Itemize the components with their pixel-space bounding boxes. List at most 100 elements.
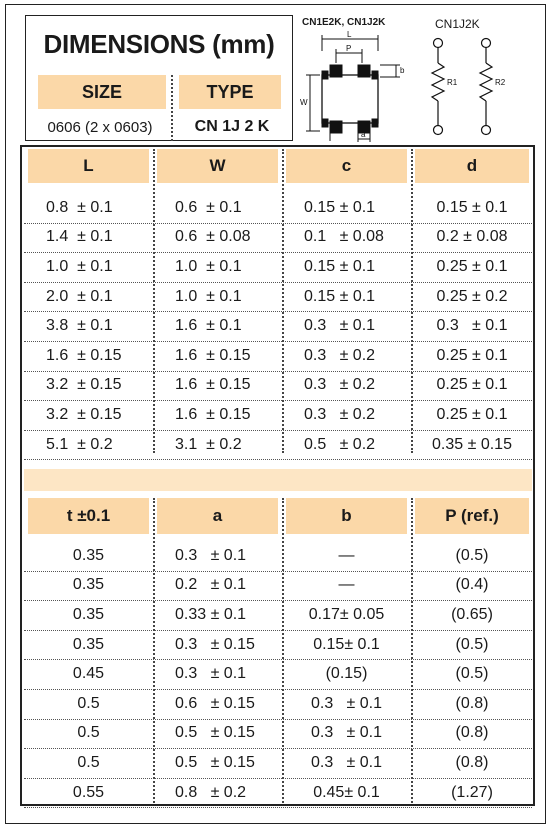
table-cell: (0.8) [455, 694, 489, 712]
size-header: SIZE [38, 75, 166, 109]
row-separator [24, 629, 532, 631]
table-row: 0.35 0.3 ± 0.15 0.15± 0.1 (0.5) [24, 630, 532, 660]
table-cell: 0.3 ± 0.1 [310, 724, 383, 742]
table-cell: (0.15) [325, 665, 368, 683]
table-cell: 0.5 ± 0.2 [304, 435, 376, 453]
table-row: 0.35 0.3 ± 0.1 — (0.5) [24, 541, 532, 571]
table-row: 5.1 ± 0.2 3.1 ± 0.2 0.5 ± 0.2 0.35 ± 0.15 [24, 430, 532, 460]
row-separator [24, 570, 532, 572]
table1-header-d: d [415, 149, 529, 183]
table-row: 0.5 0.6 ± 0.15 0.3 ± 0.1 (0.8) [24, 689, 532, 719]
table-cell: (0.8) [455, 724, 489, 742]
table2-header-a: a [157, 498, 278, 534]
table-cell: (0.8) [455, 753, 489, 771]
table-cell: 1.6 ± 0.15 [175, 405, 251, 423]
table-cell: 0.17± 0.05 [308, 605, 385, 623]
table-cell: 0.8 ± 0.2 [175, 783, 247, 801]
table-cell: 0.3 ± 0.1 [436, 317, 508, 335]
table-cell: 0.5 [77, 753, 100, 771]
table-cell: 0.8 ± 0.1 [46, 198, 113, 216]
resistor-schematic: R1 R2 [430, 37, 506, 136]
row-separator [24, 600, 532, 602]
table-cell: 0.35 [72, 605, 105, 623]
package-label: CN1E2K, CN1J2K [302, 17, 386, 28]
dimensions-table-1: L W c d 0.8 ± 0.1 0.6 ± 0.1 0.15 ± 0.1 0.15… [24, 149, 532, 461]
row-separator [24, 659, 532, 661]
table-cell: 0.6 ± 0.15 [175, 694, 255, 712]
table-cell: — [338, 576, 355, 594]
table-row: 0.5 0.5 ± 0.15 0.3 ± 0.1 (0.8) [24, 748, 532, 778]
table-cell: 1.6 ± 0.15 [175, 346, 251, 364]
table-cell: 0.25 ± 0.2 [436, 287, 508, 305]
table-cell: 0.33 ± 0.1 [175, 605, 247, 623]
table-cell: (0.5) [455, 635, 489, 653]
table1-header-row: L W c d [24, 149, 532, 183]
row-separator [24, 311, 532, 313]
table-cell: 1.0 ± 0.1 [175, 287, 242, 305]
table-cell: 0.5 ± 0.15 [175, 724, 255, 742]
table-cell: 3.8 ± 0.1 [46, 317, 113, 335]
table-cell: (0.4) [455, 576, 489, 594]
table-frame-right [533, 145, 535, 805]
table2-col-divider-2 [282, 498, 284, 803]
table-cell: 0.35 [72, 635, 105, 653]
table-row: 1.4 ± 0.1 0.6 ± 0.08 0.1 ± 0.08 0.2 ± 0.08 [24, 223, 532, 253]
table-cell: 0.5 [77, 694, 100, 712]
table-cell: 0.6 ± 0.1 [175, 198, 242, 216]
table-cell: 0.15 ± 0.1 [304, 257, 376, 275]
r2-label: R2 [495, 78, 506, 87]
table-frame-left [20, 145, 22, 805]
table-cell: 0.25 ± 0.1 [436, 346, 508, 364]
table-cell: 3.1 ± 0.2 [175, 435, 242, 453]
datasheet-panel: DIMENSIONS (mm) SIZE TYPE 0606 (2 x 0603… [5, 4, 546, 824]
table-cell: 0.3 ± 0.2 [304, 346, 376, 364]
dim-L-label: L [347, 31, 352, 39]
package-outline-diagram: L P W b a [300, 31, 405, 142]
table2-header-t: t ±0.1 [28, 498, 149, 534]
table-cell: 0.35 [72, 546, 105, 564]
table-cell: 1.4 ± 0.1 [46, 228, 113, 246]
row-separator [24, 341, 532, 342]
row-separator [24, 748, 532, 750]
table-cell: 1.0 ± 0.1 [175, 257, 242, 275]
table-cell: 3.2 ± 0.15 [46, 376, 122, 394]
dim-a-label: a [361, 130, 366, 139]
row-separator [24, 370, 532, 372]
table1-header-W: W [157, 149, 278, 183]
row-separator [24, 429, 532, 431]
table-cell: 0.45± 0.1 [313, 783, 380, 801]
table-row: 0.8 ± 0.1 0.6 ± 0.1 0.15 ± 0.1 0.15 ± 0.1 [24, 193, 532, 223]
table-row: 1.0 ± 0.1 1.0 ± 0.1 0.15 ± 0.1 0.25 ± 0.1 [24, 252, 532, 282]
table-cell: 5.1 ± 0.2 [46, 435, 113, 453]
row-separator [24, 281, 532, 283]
header-rule [20, 145, 534, 147]
schematic-label: CN1J2K [435, 17, 480, 31]
section-separator-band [24, 469, 532, 491]
table-cell: 0.25 ± 0.1 [436, 405, 508, 423]
table-cell: 0.3 ± 0.1 [310, 753, 383, 771]
table-cell: 0.3 ± 0.1 [310, 694, 383, 712]
table-row: 1.6 ± 0.15 1.6 ± 0.15 0.3 ± 0.2 0.25 ± 0.1 [24, 341, 532, 371]
table-cell: 0.25 ± 0.1 [436, 257, 508, 275]
table1-col-divider-3 [411, 149, 413, 453]
table-cell: 0.3 ± 0.2 [304, 405, 376, 423]
row-separator [24, 718, 532, 720]
table-cell: 3.2 ± 0.15 [46, 405, 122, 423]
table-cell: 0.45 [72, 665, 105, 683]
table2-col-divider-1 [153, 498, 155, 803]
table-cell: 0.3 ± 0.1 [175, 665, 247, 683]
table2-header-P: P (ref.) [415, 498, 529, 534]
dimensions-box: DIMENSIONS (mm) SIZE TYPE 0606 (2 x 0603… [25, 15, 293, 141]
table-cell: 0.15± 0.1 [313, 635, 380, 653]
table-cell: 0.3 ± 0.1 [175, 546, 247, 564]
table-cell: 0.1 ± 0.08 [304, 228, 384, 246]
table-cell: 0.15 ± 0.1 [304, 287, 376, 305]
table-cell: (0.5) [455, 665, 489, 683]
table-cell: 0.35 ± 0.15 [432, 435, 512, 453]
table-cell: 0.3 ± 0.2 [304, 376, 376, 394]
table2-header-row: t ±0.1 a b P (ref.) [24, 498, 532, 534]
table-cell: 0.2 ± 0.1 [175, 576, 247, 594]
table-cell: — [338, 546, 355, 564]
table-cell: 0.25 ± 0.1 [436, 376, 508, 394]
table-row: 3.2 ± 0.15 1.6 ± 0.15 0.3 ± 0.2 0.25 ± 0.1 [24, 400, 532, 430]
